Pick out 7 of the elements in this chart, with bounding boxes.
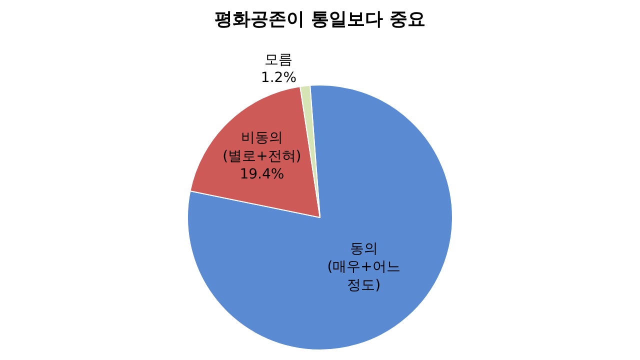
pie-slice	[187, 84, 453, 350]
slice-label: 동의 (매우+어느 정도)	[327, 240, 400, 294]
slice-label: 비동의 (별로+전혀)	[222, 130, 302, 164]
data-label: 1.2%	[260, 70, 296, 86]
chart-title: 평화공존이 통일보다 중요	[214, 9, 426, 30]
slice-label: 모름	[264, 52, 293, 68]
data-label: 19.4%	[240, 166, 284, 183]
